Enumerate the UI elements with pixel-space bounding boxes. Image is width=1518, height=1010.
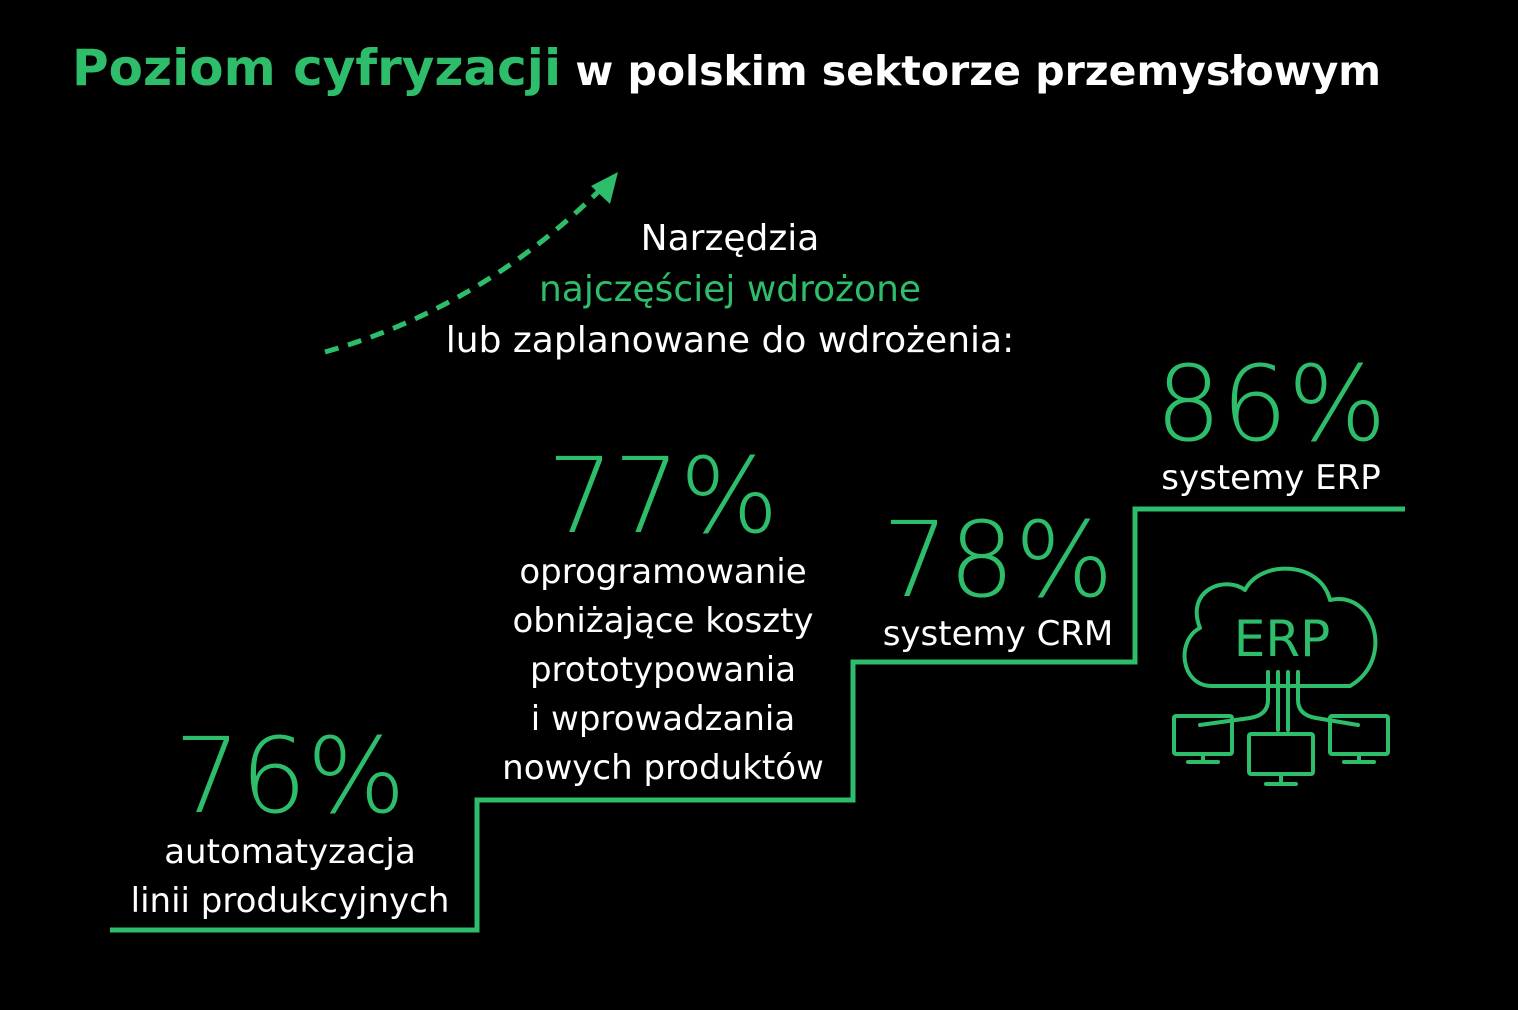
cloud-erp-network-icon: ERP	[1172, 566, 1390, 786]
stat-software: 77% oprogramowanie obniżające koszty pro…	[470, 444, 856, 793]
erp-icon-text: ERP	[1234, 610, 1330, 668]
stat-value: 76%	[174, 715, 406, 837]
stat-label-line: prototypowania	[529, 650, 797, 690]
stat-label-line: obniżające koszty	[512, 601, 814, 641]
stat-label-line: nowych produktów	[502, 748, 824, 788]
staircase-line	[110, 506, 1405, 933]
stat-label-line: systemy ERP	[1161, 458, 1381, 498]
stat-value: 78%	[882, 499, 1114, 621]
stat-label-line: i wprowadzania	[530, 699, 796, 739]
intro-line-1: Narzędzia	[640, 218, 820, 259]
stat-label-line: linii produkcyjnych	[130, 881, 450, 921]
stat-crm: 78% systemy CRM	[860, 508, 1136, 659]
trend-arrow-icon	[324, 172, 618, 355]
stat-erp: 86% systemy ERP	[1140, 352, 1402, 503]
stat-label-line: automatyzacja	[164, 832, 416, 872]
title-rest: w polskim sektorze przemysłowym	[561, 47, 1382, 95]
intro-line-3: lub zaplanowane do wdrożenia:	[445, 320, 1015, 361]
title-highlight: Poziom cyfryzacji	[72, 39, 562, 97]
page-title: Poziom cyfryzacji w polskim sektorze prz…	[72, 38, 1492, 98]
intro-text: Narzędzia najczęściej wdrożone lub zapla…	[380, 213, 1080, 366]
stat-value: 77%	[547, 435, 779, 557]
stat-label-line: systemy CRM	[882, 614, 1114, 654]
intro-line-2: najczęściej wdrożone	[538, 269, 922, 310]
stat-label-line: oprogramowanie	[519, 552, 807, 592]
stat-automation: 76% automatyzacja linii produkcyjnych	[100, 724, 480, 926]
stat-value: 86%	[1155, 343, 1387, 465]
